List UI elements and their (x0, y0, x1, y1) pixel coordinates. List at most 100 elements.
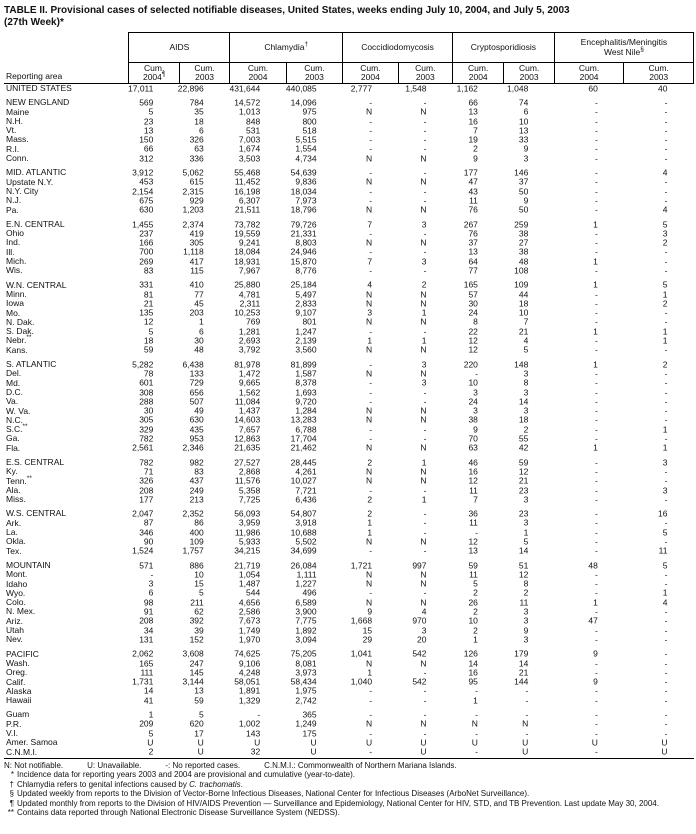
value-cell: 27 (518, 237, 529, 248)
reporting-area-label: V.I. (6, 728, 18, 738)
value-cell: N (420, 289, 427, 300)
value-cell: 975 (302, 106, 317, 117)
reporting-area-label: W.S. CENTRAL (6, 508, 66, 519)
value-cell: U (661, 737, 668, 748)
value-cell: 42 (518, 442, 529, 453)
value-cell: - (595, 377, 598, 388)
value-cell: 329 (139, 424, 154, 435)
value-cell: 1 (523, 527, 529, 538)
reporting-area-label: D.C. (6, 386, 23, 397)
value-cell: 150 (139, 134, 154, 145)
value-cell: 21 (518, 667, 529, 678)
value-cell: 83 (143, 265, 154, 276)
subheader-cryptosporidiosis-cum-2004: Cum. 2004 (451, 62, 505, 84)
reporting-area-label: Vt. (6, 125, 17, 136)
value-cell: - (595, 368, 598, 379)
value-cell: 131 (139, 634, 154, 645)
value-cell: 3 (662, 228, 668, 239)
reporting-area-label: Idaho (6, 578, 28, 589)
reporting-area-label: Kans. (6, 344, 28, 355)
reporting-area-cell: N. Dak. (4, 317, 129, 327)
value-cell: 38 (518, 246, 529, 257)
value-cell: - (664, 246, 668, 257)
table-row: S. Dak. 5 6 1,281 1,247 - - 22 21 1 1 (4, 326, 694, 337)
value-cell: 14 (518, 545, 529, 556)
value-cell: - (595, 569, 598, 580)
value-cell: 5 (473, 578, 478, 589)
reporting-area-label: Wash. (6, 657, 30, 668)
value-cell: 12,863 (234, 433, 261, 444)
table-row: Ill. 700 1,118 18,084 24,946 - - 13 38 - - (4, 246, 694, 257)
value-cell: U (147, 737, 154, 748)
value-cell: N (365, 237, 373, 248)
value-cell: 3 (523, 517, 529, 528)
value-cell: 1 (662, 335, 668, 346)
value-cell: 1 (662, 326, 668, 337)
value-cell: - (423, 326, 427, 337)
value-cell: 2 (367, 508, 373, 519)
value-cell: 16 (468, 667, 478, 678)
value-cell: N (420, 442, 427, 453)
reporting-area-label: Calif. (6, 676, 26, 687)
value-cell: 148 (514, 359, 529, 370)
value-cell: 1,472 (238, 368, 261, 379)
value-cell: N (365, 368, 373, 379)
reporting-area-label: E.S. CENTRAL (6, 456, 65, 467)
value-cell: 3 (523, 153, 529, 164)
reporting-area-label: Ky. (6, 466, 18, 477)
value-cell: N (420, 718, 427, 729)
value-cell: - (423, 144, 427, 155)
value-cell: 55,468 (234, 167, 261, 178)
value-cell: 91 (143, 606, 154, 617)
value-cell: N (365, 415, 373, 426)
table-row: E.S. CENTRAL 782 982 27,527 28,445 2 1 46 59 - 3 (4, 456, 694, 467)
value-cell: - (664, 686, 668, 697)
value-cell: 2 (662, 298, 668, 309)
value-cell: - (369, 545, 373, 556)
reporting-area-label: N. Mex. (6, 606, 36, 617)
table-row: D.C. 308 656 1,562 1,693 - - 3 3 - - (4, 386, 694, 398)
value-cell: 3 (523, 634, 529, 645)
value-cell: 152 (189, 634, 204, 645)
reporting-area-cell: N.J. (4, 196, 129, 205)
value-cell: 211 (190, 597, 204, 608)
value-cell: - (369, 709, 373, 720)
value-cell: 400 (189, 527, 204, 538)
table-title: TABLE II. Provisional cases of selected … (4, 5, 694, 28)
value-cell: 1 (593, 597, 598, 608)
reporting-area-label: Amer. Samoa (6, 737, 58, 748)
value-cell: 18,931 (234, 256, 261, 267)
table-row: Wash. 165 247 9,106 8,081 N N 14 14 - - (4, 657, 694, 668)
value-cell: 175 (302, 728, 317, 739)
value-cell: - (423, 387, 427, 398)
reporting-area-label: Del. (6, 368, 22, 379)
table-row: Calif. 1,731 3,144 58,051 58,434 1,040 542 95 1… (4, 676, 694, 687)
value-cell: N (365, 405, 373, 416)
table-row: Amer. Samoa U U U U U U U U U U (4, 738, 694, 747)
value-cell: 1,284 (295, 405, 317, 416)
value-cell: 6 (199, 125, 204, 136)
reporting-area-label: Va. (6, 396, 19, 407)
value-cell: - (664, 405, 668, 416)
subheader-chlamydia-cum-2003: Cum. 2003 (285, 62, 344, 84)
value-cell: 14 (518, 396, 529, 407)
reporting-area-label: Ark. (6, 517, 22, 528)
value-cell: - (369, 144, 373, 155)
value-cell: 26 (468, 597, 478, 608)
group-label: AIDS (169, 41, 190, 52)
table-row: Colo. 98 211 4,656 6,589 N N 26 11 1 4 (4, 597, 694, 608)
value-cell: - (595, 125, 598, 136)
value-cell: 49 (194, 405, 204, 416)
value-cell: - (595, 97, 598, 108)
value-cell: 75,205 (290, 648, 317, 659)
value-cell: 26,084 (290, 560, 317, 571)
value-cell: 9 (473, 424, 478, 435)
value-cell: 56,093 (234, 508, 261, 519)
value-cell: - (595, 625, 598, 636)
value-cell: 2,742 (295, 695, 317, 706)
value-cell: 2,833 (295, 298, 317, 309)
value-cell: 1,041 (350, 648, 373, 659)
value-cell: N (365, 289, 373, 300)
value-cell: - (664, 475, 668, 486)
value-cell: 6,438 (182, 359, 204, 370)
